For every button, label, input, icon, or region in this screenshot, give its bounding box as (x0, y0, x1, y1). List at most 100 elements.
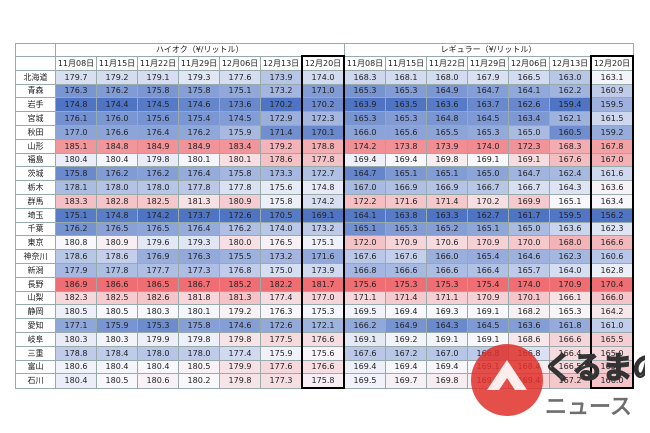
price-cell: 163.6 (426, 97, 468, 113)
price-cell: 180.6 (137, 373, 179, 389)
price-cell: 169.8 (426, 373, 468, 389)
price-cell: 176.5 (260, 235, 303, 251)
corner-cell (15, 55, 56, 71)
price-cell: 165.7 (508, 262, 550, 278)
price-cell: 177.8 (219, 180, 261, 195)
price-cell: 174.8 (301, 180, 345, 195)
price-cell: 179.3 (178, 69, 220, 85)
price-cell: 175.1 (219, 83, 261, 99)
price-cell: 186.7 (178, 276, 220, 292)
price-cell: 164.3 (426, 318, 468, 333)
date-header: 12月13日 (260, 55, 303, 71)
price-cell: 176.2 (96, 83, 138, 99)
price-cell: 165.1 (343, 221, 386, 237)
price-cell: 165.4 (467, 249, 509, 264)
price-cell: 164.1 (508, 83, 550, 99)
price-cell: 173.3 (260, 166, 303, 182)
price-cell: 165.1 (549, 193, 592, 209)
price-cell: 172.2 (343, 193, 386, 209)
price-cell: 170.6 (426, 235, 468, 251)
price-cell: 181.8 (178, 290, 220, 306)
row-name: 石川 (15, 373, 56, 389)
price-cell: 167.0 (343, 180, 386, 195)
price-cell: 178.6 (55, 249, 97, 264)
price-cell: 168.3 (343, 69, 386, 85)
price-cell: 165.0 (508, 221, 550, 237)
price-cell: 173.9 (426, 138, 468, 154)
row-name: 北海道 (15, 69, 56, 85)
price-cell: 174.2 (137, 207, 179, 223)
price-cell: 164.8 (426, 111, 468, 126)
price-cell: 175.9 (219, 124, 261, 140)
price-cell: 177.3 (178, 262, 220, 278)
price-cell: 166.2 (343, 318, 386, 333)
price-cell: 186.6 (96, 276, 138, 292)
price-cell: 171.4 (385, 290, 427, 306)
price-cell: 162.3 (549, 249, 592, 264)
price-cell: 176.1 (55, 111, 97, 126)
price-cell: 180.5 (178, 359, 220, 375)
price-cell: 176.3 (55, 83, 97, 99)
price-cell: 182.5 (137, 193, 179, 209)
price-cell: 166.1 (549, 290, 592, 306)
price-cell: 164.3 (549, 180, 592, 195)
price-cell: 176.2 (96, 166, 138, 182)
price-cell: 167.6 (343, 249, 386, 264)
price-cell: 166.9 (385, 180, 427, 195)
price-cell: 166.4 (467, 262, 509, 278)
price-cell: 162.3 (590, 221, 634, 237)
price-cell: 170.2 (260, 97, 303, 113)
price-cell: 165.1 (467, 221, 509, 237)
price-cell: 177.0 (301, 290, 345, 306)
data-row: 愛知 177.1 175.9 175.3 175.8 174.6 172.6 172.1 166… (15, 318, 634, 333)
date-header: 12月20日 (590, 54, 634, 71)
price-cell: 177.3 (260, 373, 303, 389)
price-cell: 163.9 (343, 97, 386, 113)
price-cell: 180.8 (55, 235, 97, 251)
price-cell: 180.4 (55, 152, 97, 168)
price-cell: 165.3 (385, 111, 427, 126)
row-name: 長野 (15, 276, 56, 292)
price-cell: 166.7 (467, 180, 509, 195)
price-cell: 169.8 (426, 152, 468, 168)
price-cell: 172.9 (260, 111, 303, 126)
date-row: 11月08日 11月15日 11月22日 11月29日 12月06日 12月13日 12月2… (15, 54, 634, 71)
price-cell: 169.1 (426, 331, 468, 347)
price-cell: 174.0 (260, 221, 303, 237)
price-cell: 177.9 (55, 262, 97, 278)
price-cell: 176.2 (178, 124, 220, 140)
date-header: 11月08日 (343, 55, 386, 71)
price-cell: 177.8 (301, 152, 345, 168)
price-cell: 180.0 (219, 235, 261, 251)
price-cell: 180.5 (55, 304, 97, 320)
date-header: 11月22日 (426, 55, 468, 71)
price-cell: 175.3 (385, 276, 427, 292)
price-cell: 177.1 (55, 318, 97, 333)
price-cell: 163.0 (549, 69, 592, 85)
price-cell: 168.0 (549, 235, 592, 251)
price-cell: 169.5 (343, 304, 386, 320)
row-name: 東京 (15, 235, 56, 251)
price-cell: 176.3 (260, 304, 303, 320)
price-cell: 169.4 (385, 304, 427, 320)
price-cell: 172.6 (219, 207, 261, 223)
price-cell: 161.8 (549, 318, 592, 333)
date-header: 11月15日 (96, 55, 138, 71)
price-cell: 172.0 (343, 235, 386, 251)
data-row: 千葉 176.2 176.5 176.5 176.4 176.2 174.0 173.2 165… (15, 221, 634, 237)
row-name: 栃木 (15, 180, 56, 195)
price-cell: 170.5 (260, 207, 303, 223)
price-cell: 168.1 (385, 69, 427, 85)
row-name: 千葉 (15, 221, 56, 237)
price-cell: 171.6 (301, 249, 345, 264)
price-cell: 168.0 (426, 69, 468, 85)
price-cell: 156.2 (590, 207, 634, 223)
price-cell: 170.2 (467, 193, 509, 209)
price-cell: 180.1 (178, 152, 220, 168)
price-cell: 172.6 (260, 318, 303, 333)
price-cell: 165.0 (467, 166, 509, 182)
price-cell: 177.4 (219, 345, 261, 361)
price-cell: 159.4 (549, 97, 592, 113)
price-cell: 167.2 (385, 345, 427, 361)
price-cell: 182.6 (137, 290, 179, 306)
